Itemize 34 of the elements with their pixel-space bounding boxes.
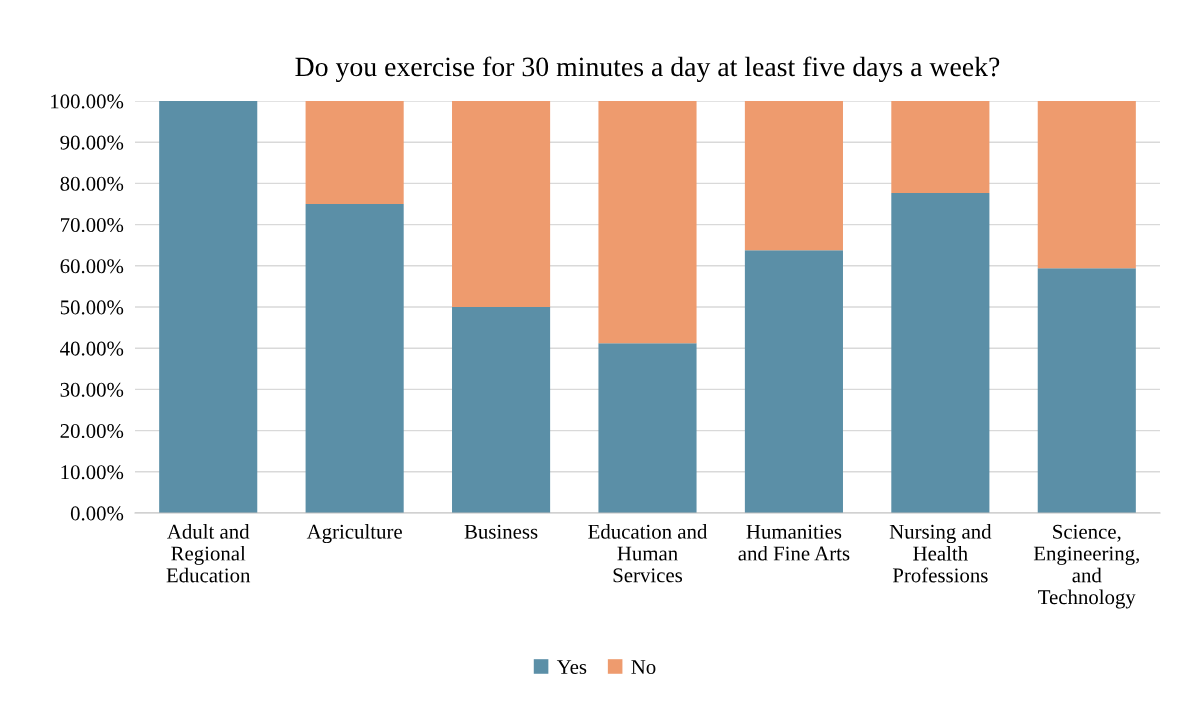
bar [598,343,697,513]
bar [452,101,551,307]
y-tick-label: 40.00% [60,341,124,356]
x-tick-label: Humanities and Fine Arts [738,524,850,561]
legend-label: Yes [556,660,587,674]
bar [452,307,551,513]
y-tick-label: 0.00% [70,506,124,521]
y-tick-label: 20.00% [60,423,124,439]
bar [744,101,843,251]
bar [305,101,404,204]
bar [159,101,258,513]
bar [305,204,404,513]
x-tick-label: Agriculture [306,524,402,544]
y-tick-label: 90.00% [60,135,124,150]
bar [891,192,990,513]
x-tick-label: Business [464,524,538,539]
y-tick-label: 80.00% [60,176,124,191]
y-tick-label: 60.00% [60,259,124,274]
bar [891,101,990,193]
x-tick-label: Science, Engineering, and Technology [1033,524,1139,609]
legend-label: No [631,660,656,674]
y-tick-label: 50.00% [60,300,124,315]
bar [598,101,697,344]
y-tick-label: 30.00% [60,382,124,397]
x-tick-label: Education and Human Services [588,524,708,583]
y-tick-label: 100.00% [51,94,124,109]
bar [1037,268,1136,513]
x-tick-label: Adult and Regional Education [166,524,251,583]
y-tick-label: 10.00% [61,465,124,480]
y-tick-label: 70.00% [61,217,124,233]
chart-title: Do you exercise for 30 minutes a day at least five days a week? [295,56,1000,82]
bar [1037,101,1136,269]
x-tick-label: Nursing and Health Professions [889,524,992,583]
bar [744,250,843,513]
